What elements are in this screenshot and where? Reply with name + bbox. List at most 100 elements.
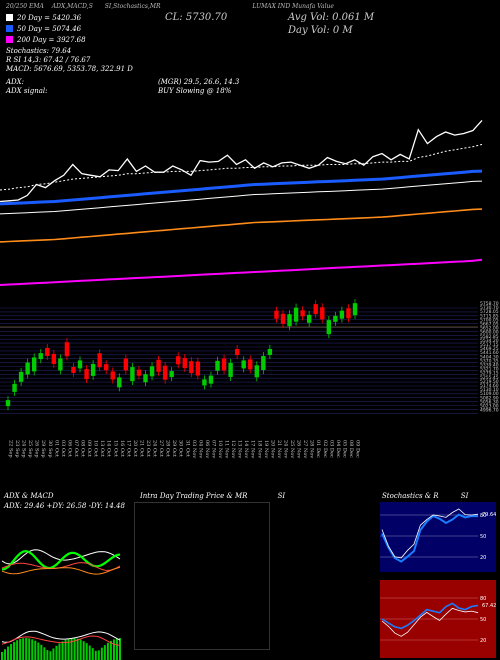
macd-bar <box>58 643 61 660</box>
date-axis-label: 04 Nov <box>197 440 203 458</box>
series-line-1 <box>0 143 483 191</box>
price-axis-label: 5339.40 <box>480 363 499 369</box>
date-axis-label: 06 Nov <box>204 440 210 458</box>
date-axis-label: 13 Nov <box>237 440 243 458</box>
date-axis-label: 15 Oct <box>112 440 118 457</box>
macd-bar <box>88 645 91 660</box>
candle-body <box>339 310 345 319</box>
candle-body <box>162 365 168 380</box>
macd-bar <box>10 644 13 660</box>
macd-bar <box>52 648 55 660</box>
macd-bar <box>55 645 58 660</box>
date-axis-label: 27 Nov <box>302 440 308 458</box>
price-axis-label: 5715.85 <box>480 313 499 319</box>
series-line-3 <box>0 258 483 286</box>
date-axis-label: 01 Oct <box>53 440 59 457</box>
price-axis-label: 5082.90 <box>480 395 499 401</box>
date-axis-label: 29 Sep <box>40 440 46 458</box>
date-axis-label: 24 Oct <box>152 440 158 457</box>
candle-body <box>117 377 122 388</box>
stoch-panel-title: Stochastics & R SI <box>382 492 468 500</box>
date-axis-label: 07 Nov <box>210 440 216 458</box>
ema-band-white <box>0 180 483 215</box>
candle-body <box>90 363 96 376</box>
adx-panel-readout: ADX: 29.46 +DY: 26.58 -DY: 14.48 <box>4 502 125 510</box>
date-axis-label: 08 Oct <box>80 440 86 457</box>
price-axis-label: 5404.30 <box>480 354 499 360</box>
avg-volume: Avg Vol: 0.061 M <box>288 12 375 23</box>
date-axis-label: 03 Nov <box>191 440 197 458</box>
intraday-title-text: Intra Day Trading Price & MR <box>140 492 248 500</box>
date-axis-label: 09 Oct <box>86 440 92 457</box>
macd-bar <box>34 640 37 660</box>
macd-bar <box>13 641 16 660</box>
macd-bar <box>76 638 79 660</box>
date-axis-label: 31 Oct <box>184 440 190 457</box>
legend-label-200: 200 Day = 3927.68 <box>17 35 86 44</box>
candle-body <box>31 357 37 372</box>
price-axis-label: 5174.60 <box>480 383 499 389</box>
date-axis-label: 04 Dec <box>335 440 341 458</box>
candle-body <box>306 314 312 323</box>
adx-signal-label: ADX signal: <box>6 87 48 95</box>
price-axis-label: 5023.00 <box>480 404 499 410</box>
date-axis-label: 13 Oct <box>99 440 105 457</box>
price-axis-label: 5517.15 <box>480 342 499 348</box>
legend-swatch-20 <box>6 14 13 21</box>
price-axis-label: 5700.05 <box>480 317 499 323</box>
macd-bar <box>49 651 52 660</box>
price-axis-label: 5370.35 <box>480 358 499 364</box>
macd-bar <box>43 647 46 660</box>
macd-bar <box>109 640 112 660</box>
candle-body <box>287 314 292 327</box>
price-axis-label: 5219.50 <box>480 379 499 385</box>
candle-body <box>248 359 253 370</box>
candle-body <box>293 307 299 322</box>
intraday-si-text: SI <box>277 492 286 500</box>
candle-body <box>136 369 142 376</box>
date-axis-label: 24 Nov <box>282 440 288 458</box>
top-strip-item: ADX,MACD,S <box>51 3 93 10</box>
macd-bar <box>16 640 19 660</box>
stoch-value: 79.64 <box>482 512 496 518</box>
candle-body <box>189 361 194 374</box>
candle-body <box>215 360 220 371</box>
legend-swatch-200 <box>6 36 13 43</box>
price-axis-label: 5728.05 <box>480 309 499 315</box>
series-line-0 <box>0 119 483 203</box>
adx-readout: ADX: <box>6 78 25 86</box>
date-axis-label: 10 Oct <box>93 440 99 457</box>
date-axis-label: 08 Dec <box>348 440 354 458</box>
macd-bar <box>22 638 25 660</box>
candle-body <box>169 371 174 378</box>
price-axis-label: 5109.00 <box>480 391 499 397</box>
macd-bar <box>19 638 22 660</box>
series-line-2 <box>0 169 483 206</box>
candle-body <box>346 308 351 319</box>
date-axis-label: 29 Oct <box>171 440 177 457</box>
macd-bar <box>82 641 85 660</box>
candle-body <box>143 374 148 383</box>
buy-signal: BUY Slowing @ 18% <box>158 87 232 95</box>
date-axis-label: 06 Oct <box>66 440 72 457</box>
macd-bar <box>64 639 67 660</box>
date-axis-label: 21 Nov <box>276 440 282 458</box>
macd-bar <box>37 642 40 660</box>
date-axis-label: 09 Dec <box>355 440 361 458</box>
date-axis-label: 20 Nov <box>269 440 275 458</box>
date-axis-label: 01 Dec <box>315 440 321 458</box>
macd-line <box>1 630 121 643</box>
candle-body <box>267 348 273 355</box>
macd-bar <box>106 642 109 660</box>
stoch-tick: 80 <box>480 513 486 519</box>
macd-bar <box>28 638 31 660</box>
date-axis-label: 05 Dec <box>341 440 347 458</box>
legend-label-20: 20 Day = 5420.36 <box>17 13 82 22</box>
date-axis-label: 25 Nov <box>289 440 295 458</box>
macd-bar <box>103 645 106 660</box>
macd-bar <box>73 638 76 660</box>
rsi-line <box>381 602 479 630</box>
candle-body <box>261 356 266 371</box>
macd-bar <box>97 650 100 660</box>
